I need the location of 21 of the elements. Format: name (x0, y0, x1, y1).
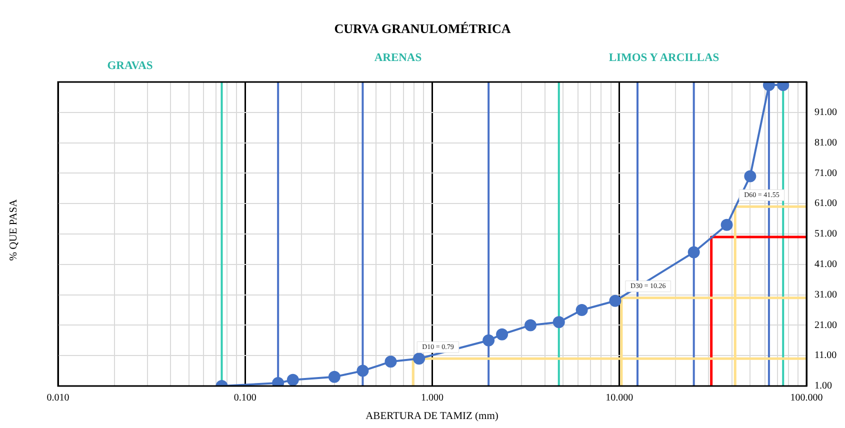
y-tick-label: 51.00 (814, 228, 837, 240)
text: GRAVAS (107, 60, 153, 72)
y-tick-label: 31.00 (814, 289, 837, 300)
y-tick-label: 71.00 (814, 168, 837, 179)
x-tick-label: 0.100 (234, 392, 256, 404)
x-tick-label: 0.010 (46, 392, 70, 404)
y-tick-label: 61.00 (814, 198, 837, 210)
text: LIMOS Y ARCILLAS (608, 52, 720, 64)
y-tick-label: 21.00 (814, 320, 837, 331)
text: ARENAS (374, 52, 422, 64)
chart-title: CURVA GRANULOMÉTRICA (333, 21, 512, 37)
y-tick-label: 41.00 (814, 259, 837, 270)
x-tick-label: 1.000 (421, 392, 444, 404)
x-axis-title: ABERTURA DE TAMIZ (mm) (366, 411, 498, 422)
y-tick-label: 81.00 (814, 137, 837, 148)
x-tick-label: 100.000 (790, 392, 823, 404)
y-axis-title: % QUE PASA (8, 199, 20, 261)
x-tick-label: 10.000 (606, 392, 634, 404)
y-tick-label: 91.00 (814, 107, 837, 118)
y-tick-label: 1.00 (814, 380, 832, 392)
y-tick-label: 11.00 (814, 350, 837, 362)
